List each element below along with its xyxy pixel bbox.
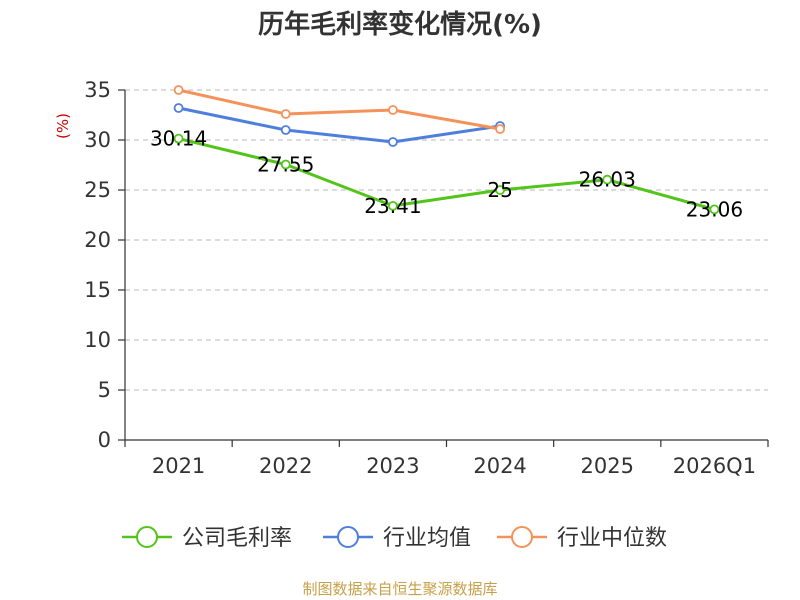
data-label: 30.14 [150,127,207,151]
series-line-0 [178,137,715,211]
legend: 公司毛利率 行业均值 行业中位数 [122,526,667,551]
x-tick-label: 2026Q1 [673,454,756,478]
legend-item[interactable]: 公司毛利率 [122,526,292,551]
y-tick-label: 15 [84,278,111,302]
data-point [602,174,613,185]
data-point [388,105,398,115]
data-point [173,85,184,95]
data-label: 26.03 [579,168,636,192]
data-point [173,103,184,113]
series-lines [173,85,720,215]
y-tick-label: 5 [98,378,111,402]
data-point [388,137,398,147]
data-labels: 30.14 27.55 23.41 25 26.03 23.06 [150,127,743,222]
data-label: 23.41 [364,194,421,218]
y-tick-label: 10 [84,328,111,352]
legend-label: 公司毛利率 [182,526,292,551]
data-label: 25 [487,178,512,202]
series-line-1 [178,106,501,144]
data-point [280,159,291,170]
y-tick-label: 35 [84,78,111,102]
data-label: 23.06 [686,197,743,221]
legend-marker [136,526,158,548]
legend-marker [511,526,533,548]
legend-label: 行业均值 [383,526,471,551]
data-point [280,125,291,135]
data-point [388,200,398,211]
x-tick-label: 2022 [259,454,312,478]
y-tick-label: 0 [98,428,111,452]
legend-item[interactable]: 行业均值 [323,526,471,551]
legend-label: 行业中位数 [557,526,667,551]
x-tick-label: 2024 [473,454,526,478]
y-axis-label: (%) [54,113,72,139]
data-point [495,185,505,195]
source-note: 制图数据来自恒生聚源数据库 [302,580,497,598]
y-tick-label: 25 [84,178,111,202]
series-line-2 [178,88,501,131]
data-label: 27.55 [257,153,314,177]
legend-marker [337,526,359,548]
data-point [709,204,720,215]
y-tick-label: 30 [84,128,111,152]
data-point [495,124,505,134]
legend-item[interactable]: 行业中位数 [497,526,667,551]
y-tick-label: 20 [84,228,111,252]
data-point [173,133,184,144]
x-tick-label: 2021 [152,454,205,478]
x-tick-label: 2023 [366,454,419,478]
gridlines [125,89,768,391]
chart-title: 历年毛利率变化情况(%) [258,9,542,40]
x-tick-label: 2025 [581,454,634,478]
data-point [280,109,291,119]
